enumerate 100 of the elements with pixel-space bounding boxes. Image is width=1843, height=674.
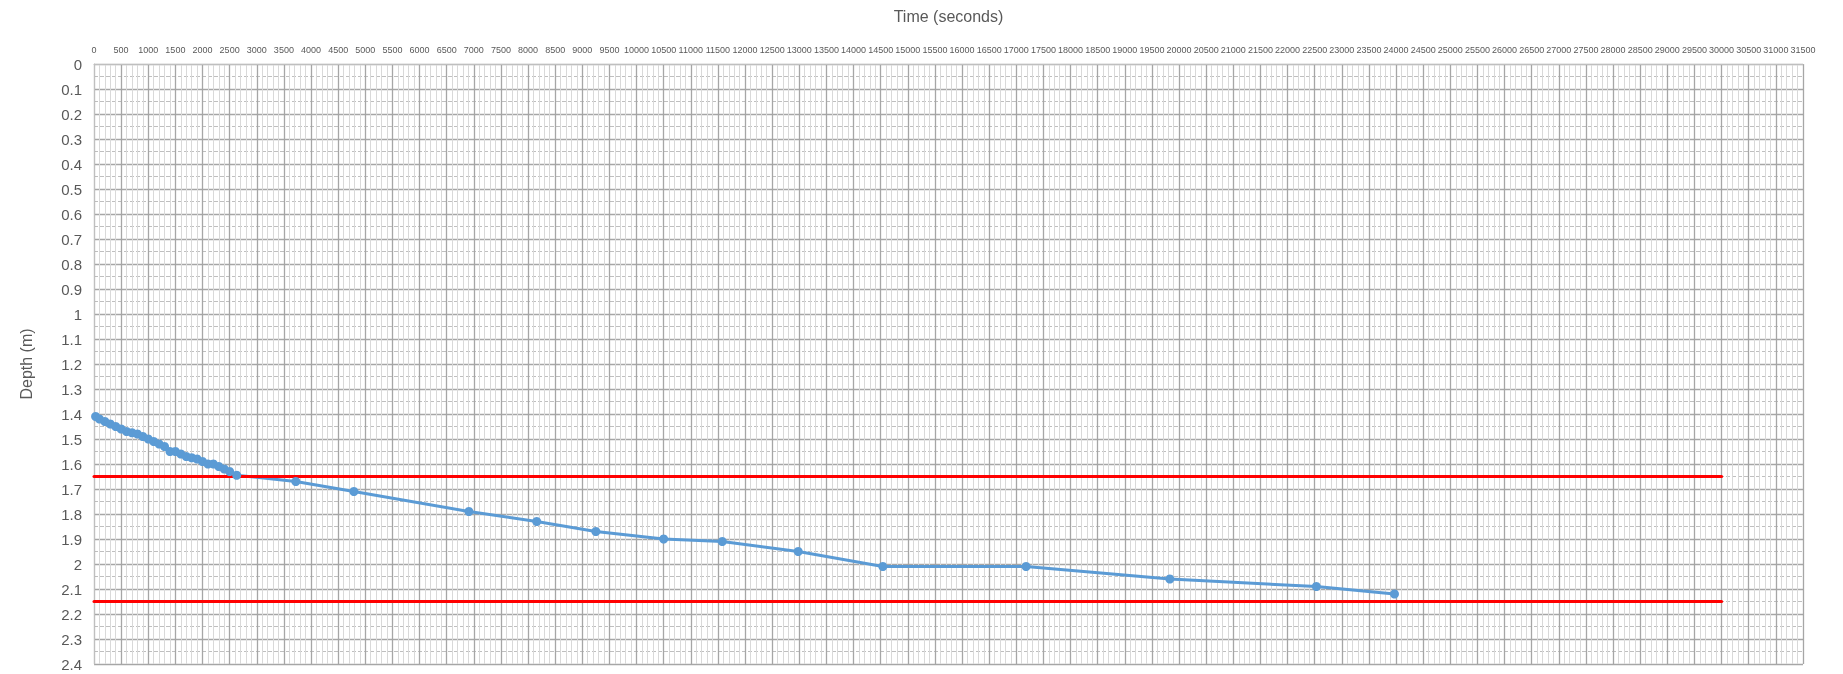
- x-tick-label: 23500: [1356, 44, 1382, 55]
- y-tick-label: 1.3: [61, 380, 82, 398]
- y-tick-label: 2.4: [61, 655, 82, 673]
- point: [1311, 582, 1321, 591]
- x-tick-label: 25500: [1464, 44, 1490, 55]
- x-tick-label: 14000: [841, 44, 867, 55]
- x-tick-label: 11000: [678, 44, 703, 55]
- x-tick-label: 24000: [1383, 44, 1409, 55]
- x-tick-label: 1500: [165, 44, 186, 55]
- x-tick-label: 17500: [1030, 44, 1056, 55]
- point: [1165, 574, 1175, 584]
- x-tick-label: 29500: [1681, 44, 1708, 55]
- x-tick-label: 12000: [732, 44, 758, 55]
- x-tick-label: 21500: [1247, 44, 1273, 55]
- y-tick-label: 1.4: [61, 405, 82, 423]
- x-tick-label: 24500: [1410, 44, 1436, 55]
- x-tick-label: 10500: [651, 44, 677, 55]
- x-tick-label: 27000: [1546, 44, 1572, 55]
- y-tick-label: 0.3: [61, 130, 82, 148]
- x-tick-label: 26000: [1492, 44, 1518, 55]
- x-tick-label: 31500: [1790, 44, 1816, 55]
- point: [532, 517, 542, 526]
- point: [717, 537, 727, 546]
- y-tick-label: 0.6: [61, 205, 82, 223]
- y-tick-label: 0.8: [61, 255, 82, 273]
- x-tick-label: 0: [91, 44, 97, 55]
- x-tick-label: 5500: [382, 44, 403, 55]
- x-tick-label: 1000: [138, 44, 159, 55]
- x-axis-title: Time (seconds): [893, 7, 1004, 25]
- x-tick-label: 13000: [786, 44, 812, 55]
- point: [349, 487, 359, 496]
- y-tick-label: 1.5: [61, 430, 82, 448]
- point: [291, 477, 301, 486]
- point: [225, 467, 235, 476]
- x-tick-label: 18500: [1085, 44, 1111, 55]
- x-tick-label: 25000: [1437, 44, 1463, 55]
- y-tick-label: 0.2: [61, 105, 82, 123]
- y-tick-label: 0.7: [61, 230, 82, 248]
- x-tick-label: 6500: [436, 44, 457, 55]
- y-tick-label: 0.9: [61, 280, 82, 298]
- x-tick-label: 26500: [1519, 44, 1545, 55]
- y-tick-label: 1.1: [61, 330, 82, 348]
- x-tick-label: 16500: [976, 44, 1002, 55]
- y-tick-label: 0.1: [61, 80, 82, 98]
- x-tick-label: 19500: [1139, 44, 1165, 55]
- y-tick-label: 1.6: [61, 455, 82, 473]
- point: [160, 442, 170, 451]
- x-tick-label: 27500: [1573, 44, 1599, 55]
- x-tick-label: 13500: [813, 44, 839, 55]
- x-tick-label: 5000: [355, 44, 376, 55]
- x-tick-label: 20500: [1193, 44, 1219, 55]
- y-tick-label: 1: [73, 305, 82, 323]
- x-tick-label: 28000: [1600, 44, 1626, 55]
- x-tick-label: 2000: [192, 44, 213, 55]
- x-tick-label: 6000: [409, 44, 430, 55]
- x-tick-label: 11500: [705, 44, 731, 55]
- x-tick-label: 12500: [759, 44, 785, 55]
- x-tick-label: 9000: [572, 44, 593, 55]
- x-tick-label: 28500: [1627, 44, 1653, 55]
- y-tick-label: 2: [73, 555, 82, 573]
- x-tick-label: 500: [113, 44, 129, 55]
- y-tick-label: 1.8: [61, 505, 82, 523]
- x-tick-label: 21000: [1220, 44, 1246, 55]
- x-tick-label: 7500: [490, 44, 511, 55]
- x-tick-label: 4000: [301, 44, 322, 55]
- y-tick-label: 1.7: [61, 480, 82, 498]
- x-tick-label: 2500: [219, 44, 240, 55]
- x-tick-label: 22500: [1302, 44, 1328, 55]
- y-axis-title: Depth (m): [17, 328, 35, 400]
- x-tick-label: 14500: [868, 44, 894, 55]
- x-tick-label: 15000: [895, 44, 921, 55]
- x-tick-label: 19000: [1112, 44, 1138, 55]
- point: [659, 534, 669, 544]
- point: [232, 470, 242, 480]
- x-tick-label: 18000: [1058, 44, 1084, 55]
- x-tick-label: 30000: [1709, 44, 1735, 55]
- x-tick-label: 29000: [1654, 44, 1680, 55]
- point: [1389, 589, 1399, 599]
- x-tick-label: 3500: [273, 44, 294, 55]
- y-tick-label: 1.2: [61, 355, 82, 373]
- y-tick-label: 2.2: [61, 605, 82, 623]
- x-tick-label: 10000: [624, 44, 650, 55]
- x-tick-label: 23000: [1329, 44, 1355, 55]
- y-tick-label: 0: [73, 55, 82, 73]
- point: [793, 547, 803, 556]
- x-tick-label: 15500: [922, 44, 948, 55]
- x-tick-label: 20000: [1166, 44, 1192, 55]
- y-tick-label: 1.9: [61, 530, 82, 548]
- x-tick-label: 30500: [1736, 44, 1762, 55]
- x-tick-label: 17000: [1003, 44, 1029, 55]
- point: [464, 507, 474, 516]
- x-tick-label: 8000: [518, 44, 539, 55]
- x-tick-label: 16000: [949, 44, 975, 55]
- x-tick-label: 8500: [545, 44, 566, 55]
- x-tick-label: 9500: [599, 44, 620, 55]
- x-tick-label: 4500: [328, 44, 349, 55]
- x-tick-label: 22000: [1275, 44, 1301, 55]
- x-tick-label: 31000: [1763, 44, 1789, 55]
- y-tick-label: 0.5: [61, 180, 82, 198]
- point: [591, 527, 601, 536]
